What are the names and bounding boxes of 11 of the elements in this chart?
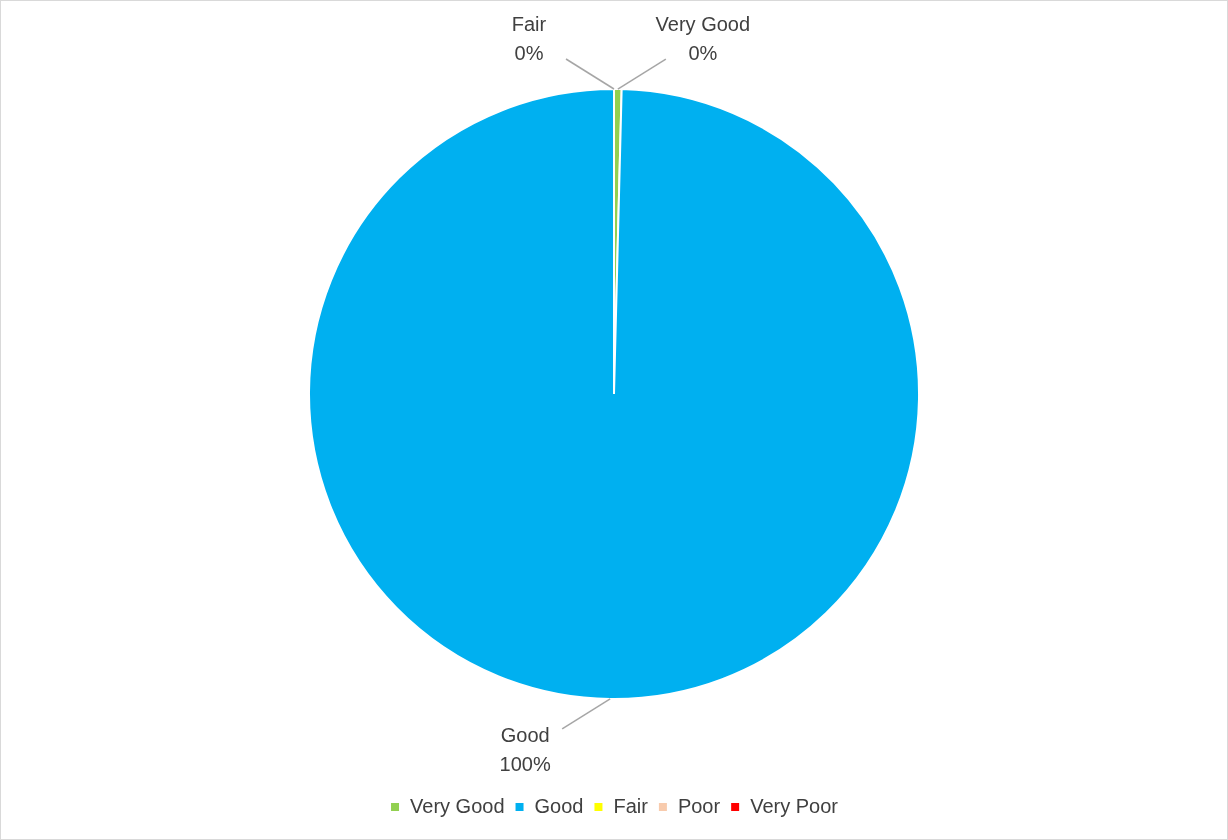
legend-label: Very Good [410, 794, 505, 817]
legend-label: Fair [613, 794, 649, 817]
category-label: Fair [511, 12, 547, 35]
legend-label: Very Poor [750, 794, 839, 817]
slice-label: Good [500, 724, 550, 747]
legend-label: Poor [677, 794, 721, 817]
data-label: 100% [499, 753, 551, 776]
text: 0% [514, 41, 544, 64]
slice-label: Very Good [655, 12, 751, 35]
legend-label: Good [534, 794, 584, 817]
data-label: 0% [688, 41, 718, 64]
